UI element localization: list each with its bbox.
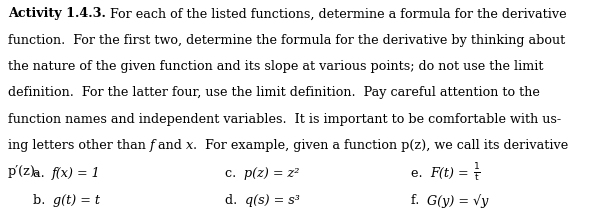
- Text: G(y) = √y: G(y) = √y: [427, 194, 489, 208]
- Text: b.: b.: [33, 194, 53, 207]
- Text: F(t) =: F(t) =: [430, 167, 473, 180]
- Text: F(t) = 1/t: F(t) = 1/t: [430, 167, 491, 180]
- Text: g(t) = t: g(t) = t: [53, 194, 100, 207]
- Text: f(x) = 1: f(x) = 1: [52, 167, 101, 180]
- Text: .  For example, given a function p(z), we call its derivative: . For example, given a function p(z), we…: [193, 139, 569, 152]
- Text: q(s) = s³: q(s) = s³: [245, 194, 300, 207]
- Text: p′(z).: p′(z).: [8, 165, 40, 178]
- Text: e.: e.: [411, 167, 430, 180]
- Text: p(z) = z²: p(z) = z²: [244, 167, 299, 180]
- Text: function names and independent variables.  It is important to be comfortable wit: function names and independent variables…: [8, 113, 561, 126]
- Text: the nature of the given function and its slope at various points; do not use the: the nature of the given function and its…: [8, 60, 543, 73]
- Text: Activity 1.4.3.: Activity 1.4.3.: [8, 7, 106, 20]
- Text: a.: a.: [33, 167, 52, 180]
- Text: d.: d.: [225, 194, 245, 207]
- Text: ing letters other than: ing letters other than: [8, 139, 150, 152]
- Text: $\mathdefault{\frac{1}{t}}$: $\mathdefault{\frac{1}{t}}$: [473, 161, 480, 183]
- Bar: [411, 162, 591, 191]
- Text: definition.  For the latter four, use the limit definition.  Pay careful attenti: definition. For the latter four, use the…: [8, 86, 540, 99]
- Text: e.: e.: [411, 167, 430, 180]
- Text: For each of the listed functions, determine a formula for the derivative: For each of the listed functions, determ…: [106, 7, 566, 20]
- Text: and: and: [154, 139, 186, 152]
- Text: function.  For the first two, determine the formula for the derivative by thinki: function. For the first two, determine t…: [8, 34, 565, 47]
- Text: f: f: [150, 139, 154, 152]
- Text: f.: f.: [411, 194, 427, 207]
- Text: c.: c.: [225, 167, 244, 180]
- Text: x: x: [186, 139, 193, 152]
